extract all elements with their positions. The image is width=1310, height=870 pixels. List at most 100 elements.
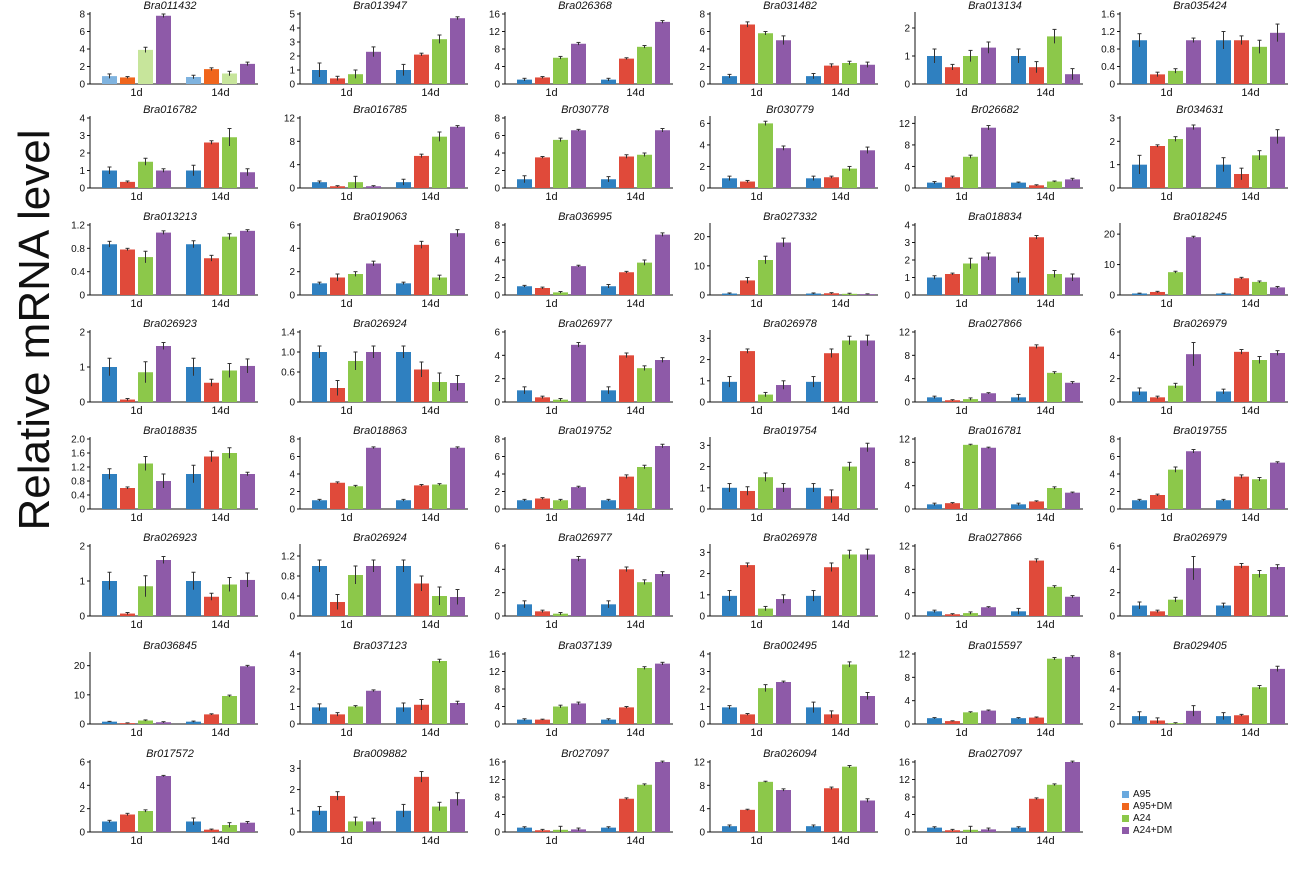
bar bbox=[1029, 560, 1044, 616]
bar bbox=[1132, 391, 1147, 402]
y-tick-label: 6 bbox=[494, 238, 500, 249]
bar bbox=[120, 723, 135, 724]
bar bbox=[348, 575, 363, 616]
y-tick-label: 0 bbox=[79, 720, 85, 731]
y-tick-label: 2 bbox=[904, 256, 910, 267]
bar bbox=[348, 821, 363, 832]
bar bbox=[517, 719, 532, 724]
y-tick-label: 2 bbox=[1109, 137, 1115, 148]
bar bbox=[1234, 565, 1249, 616]
y-tick-label: 12 bbox=[899, 435, 911, 446]
bar-chart: Bra027332 0 10 20 1d 14d bbox=[694, 211, 878, 310]
category-label: 1d bbox=[750, 298, 762, 310]
y-tick-label: 0 bbox=[699, 184, 705, 195]
bar bbox=[963, 263, 978, 295]
chart-title: Bra018834 bbox=[968, 211, 1022, 223]
y-tick-label: 3 bbox=[904, 238, 910, 249]
bar bbox=[860, 554, 875, 616]
bar-chart: Bra018245 0 10 20 1d 14d bbox=[1104, 211, 1288, 310]
bar bbox=[348, 274, 363, 295]
bar bbox=[945, 721, 960, 724]
y-tick-label: 2 bbox=[289, 267, 295, 278]
category-label: 14d bbox=[626, 727, 644, 739]
bar bbox=[1186, 710, 1201, 724]
category-label: 14d bbox=[626, 512, 644, 524]
bar bbox=[963, 399, 978, 402]
bar bbox=[740, 351, 755, 402]
bar bbox=[981, 256, 996, 295]
category-label: 1d bbox=[955, 835, 967, 847]
bar bbox=[1011, 718, 1026, 724]
y-tick-label: 1 bbox=[904, 273, 910, 284]
category-label: 1d bbox=[750, 191, 762, 203]
bar bbox=[945, 274, 960, 295]
y-tick-label: 0.4 bbox=[71, 491, 85, 502]
category-label: 1d bbox=[130, 405, 142, 417]
legend-label: A24+DM bbox=[1133, 824, 1173, 836]
bar bbox=[571, 43, 586, 84]
bar bbox=[102, 170, 117, 188]
bar bbox=[740, 280, 755, 295]
y-tick-label: 0 bbox=[699, 291, 705, 302]
bar bbox=[204, 382, 219, 402]
bar bbox=[535, 397, 550, 402]
y-tick-label: 1 bbox=[79, 166, 85, 177]
bar bbox=[776, 242, 791, 295]
bar bbox=[396, 810, 411, 832]
bar bbox=[517, 179, 532, 188]
bar bbox=[1047, 372, 1062, 402]
category-label: 1d bbox=[545, 835, 557, 847]
bar bbox=[517, 286, 532, 295]
y-tick-label: 12 bbox=[899, 542, 911, 553]
y-tick-label: 2 bbox=[289, 685, 295, 696]
bar bbox=[432, 382, 447, 402]
chart-title: Bra018863 bbox=[353, 425, 408, 437]
chart-title: Bra018835 bbox=[143, 425, 198, 437]
bar bbox=[240, 822, 255, 832]
bar bbox=[1047, 36, 1062, 84]
bar bbox=[432, 806, 447, 832]
y-tick-label: 2 bbox=[1109, 374, 1115, 385]
bar bbox=[1186, 451, 1201, 509]
y-tick-label: 0 bbox=[289, 291, 295, 302]
y-tick-label: 8 bbox=[904, 793, 910, 804]
category-label: 14d bbox=[211, 191, 229, 203]
y-tick-label: 16 bbox=[489, 10, 501, 21]
y-tick-label: 0 bbox=[494, 291, 500, 302]
y-tick-label: 8 bbox=[289, 137, 295, 148]
category-label: 14d bbox=[1036, 298, 1054, 310]
y-tick-label: 0 bbox=[79, 80, 85, 91]
bar bbox=[842, 63, 857, 84]
chart-title: Bra029405 bbox=[1173, 640, 1228, 652]
bar bbox=[1065, 762, 1080, 832]
y-tick-label: 3 bbox=[699, 334, 705, 345]
y-tick-label: 4 bbox=[494, 702, 500, 713]
bar bbox=[758, 394, 773, 402]
bar bbox=[1065, 277, 1080, 295]
y-tick-label: 6 bbox=[699, 119, 705, 130]
y-tick-label: 2 bbox=[494, 166, 500, 177]
y-tick-label: 1 bbox=[699, 702, 705, 713]
y-tick-label: 0.4 bbox=[281, 592, 295, 603]
bar bbox=[637, 262, 652, 295]
y-tick-label: 4 bbox=[699, 45, 705, 56]
category-label: 14d bbox=[211, 835, 229, 847]
bar bbox=[1168, 469, 1183, 509]
chart-title: Bra026923 bbox=[143, 318, 198, 330]
bar bbox=[776, 40, 791, 84]
bar-chart: Bra031482 0 2 4 6 8 1d 14d bbox=[699, 0, 878, 99]
bar bbox=[1047, 181, 1062, 188]
bar-chart: Bra016785 0 4 8 12 1d 14d bbox=[284, 104, 468, 203]
y-tick-label: 2 bbox=[1109, 702, 1115, 713]
bar bbox=[414, 155, 429, 188]
bar bbox=[450, 18, 465, 85]
bar bbox=[120, 814, 135, 832]
y-tick-label: 0 bbox=[494, 80, 500, 91]
chart-title: Bra019752 bbox=[558, 425, 612, 437]
y-tick-label: 0 bbox=[79, 828, 85, 839]
bar bbox=[655, 234, 670, 295]
legend-item: A24+DM bbox=[1122, 824, 1172, 836]
bar bbox=[414, 485, 429, 509]
category-label: 14d bbox=[831, 191, 849, 203]
y-tick-label: 0 bbox=[1109, 291, 1115, 302]
